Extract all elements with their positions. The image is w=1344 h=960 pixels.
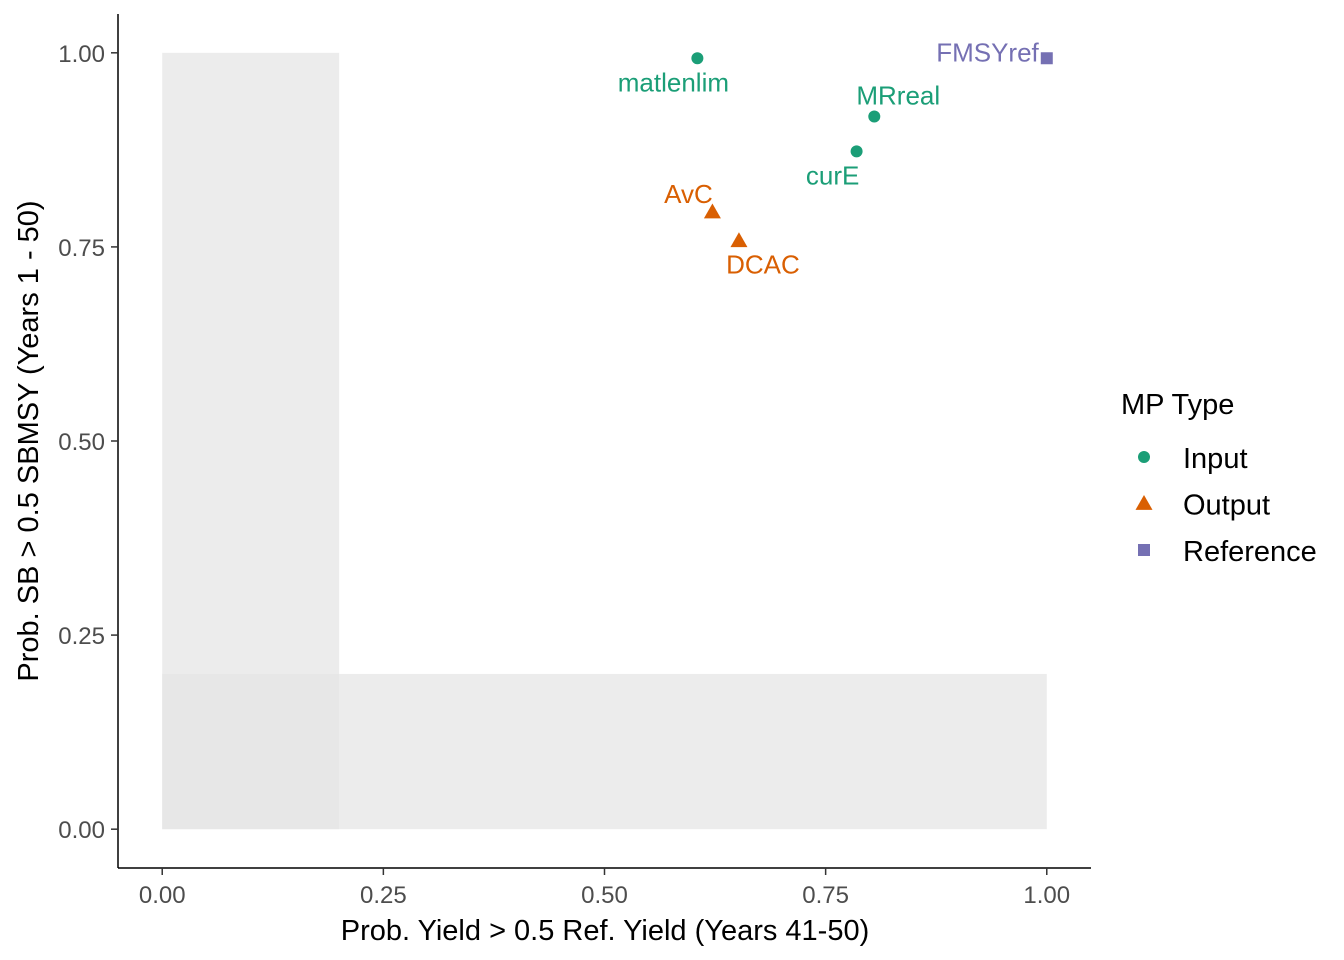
- x-tick-label: 0.00: [139, 882, 186, 909]
- data-point-matlenlim: [691, 52, 704, 65]
- legend: MP Type Input Output Reference: [1121, 389, 1317, 568]
- point-label-matlenlim: matlenlim: [618, 67, 729, 97]
- point-label-dcac: DCAC: [726, 250, 800, 280]
- x-tick-label: 0.50: [581, 882, 628, 909]
- data-point-dcac: [730, 232, 748, 248]
- point-label-avc: AvC: [664, 179, 713, 209]
- legend-key-output: [1135, 495, 1153, 510]
- legend-label-reference: Reference: [1183, 536, 1317, 568]
- legend-title: MP Type: [1121, 389, 1234, 421]
- point-label-fmsyref: FMSYref: [936, 37, 1039, 67]
- shaded-region-2: [162, 673, 1047, 830]
- point-label-mrreal: MRreal: [856, 80, 940, 110]
- data-point-mrreal: [868, 110, 881, 123]
- x-ticks: 0.00 0.25 0.50 0.75 1.00: [139, 868, 1070, 909]
- data-point-fmsyref: [1040, 52, 1053, 65]
- y-tick-label: 0.50: [58, 429, 105, 456]
- legend-key-input: [1138, 451, 1150, 463]
- x-axis-title: Prob. Yield > 0.5 Ref. Yield (Years 41-5…: [341, 915, 870, 947]
- point-labels: matlenlim MRreal curE AvC DCAC FMSYref: [618, 37, 1040, 279]
- data-points: [691, 52, 1053, 248]
- point-label-cure: curE: [806, 160, 859, 190]
- legend-key-reference: [1138, 544, 1150, 556]
- data-point-cure: [850, 145, 863, 158]
- y-axis-title: Prob. SB > 0.5 SBMSY (Years 1 - 50): [13, 200, 45, 681]
- legend-label-input: Input: [1183, 443, 1248, 475]
- data-point-avc: [703, 203, 721, 219]
- y-tick-label: 0.25: [58, 623, 105, 650]
- x-tick-label: 0.25: [360, 882, 407, 909]
- y-tick-label: 0.00: [58, 817, 105, 844]
- x-tick-label: 1.00: [1023, 882, 1070, 909]
- y-tick-label: 1.00: [58, 41, 105, 68]
- legend-label-output: Output: [1183, 490, 1270, 522]
- legend-entries: Input Output Reference: [1135, 443, 1317, 568]
- shaded-regions: [162, 52, 1047, 830]
- y-ticks: 0.00 0.25 0.50 0.75 1.00: [58, 41, 118, 844]
- x-tick-label: 0.75: [802, 882, 849, 909]
- y-tick-label: 0.75: [58, 235, 105, 262]
